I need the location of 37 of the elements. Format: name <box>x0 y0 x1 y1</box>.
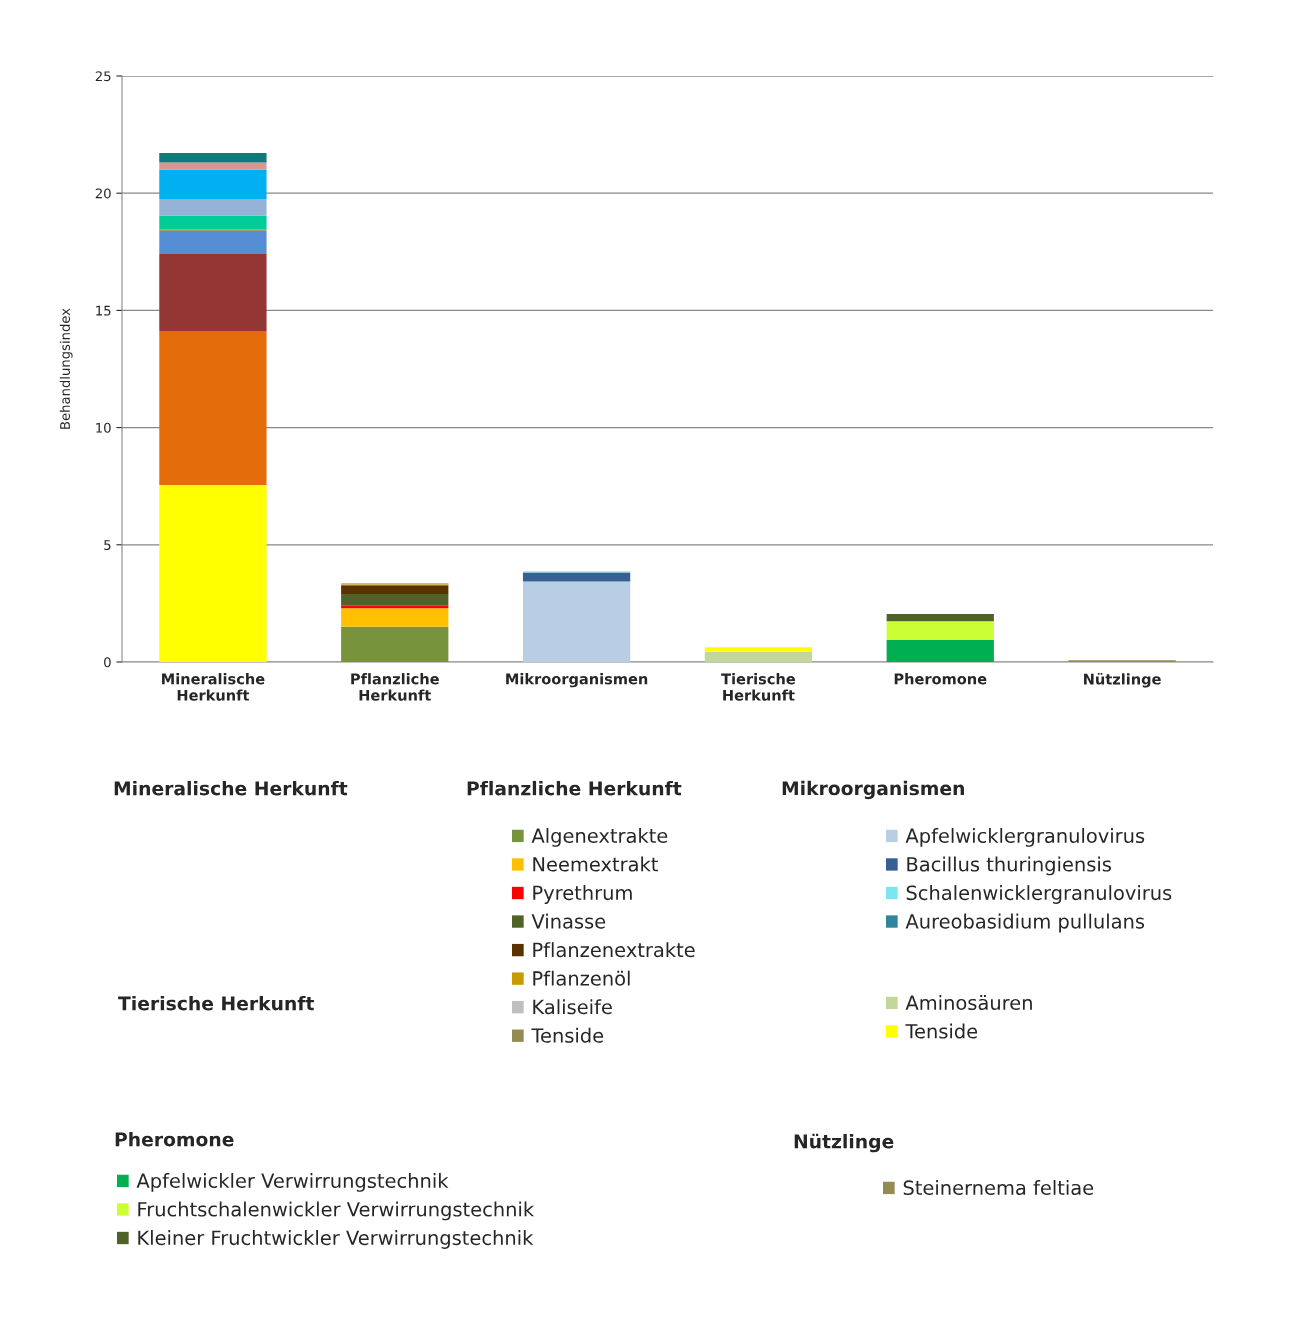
x-tick-label: Mineralische Herkunft <box>162 673 265 701</box>
legend-label: Kleiner Fruchtwickler Verwirrungstechnik <box>138 1230 534 1249</box>
text: Nützlinge <box>794 1133 894 1153</box>
text: Tierische Herkunft <box>118 995 314 1011</box>
x-tick-label: Nützlinge <box>1084 673 1161 688</box>
text: Mineralische Herkunft <box>114 780 348 796</box>
y-tick-label: 10 <box>96 422 111 433</box>
legend-label: Algenextrakte <box>531 828 668 847</box>
y-axis-title: Behandlungsindex <box>59 308 73 429</box>
x-tick-label: Pheromone <box>894 673 987 685</box>
x-tick-label: Pflanzliche Herkunft <box>351 673 439 701</box>
text: Pheromone <box>115 1131 234 1147</box>
legend-label: Apfelwicklergranulovirus <box>905 828 1145 847</box>
legend-label: Vinasse <box>531 913 606 929</box>
legend-label: Aminosäuren <box>905 995 1032 1011</box>
x-tick-label: Tierische Herkunft <box>721 673 796 701</box>
legend-label: Apfelwickler Verwirrungstechnik <box>136 1173 449 1192</box>
legend-label: Bacillus thuringiensis <box>907 856 1111 876</box>
legend-label: Kaliseife <box>533 999 612 1015</box>
legend-label: Pyrethrum <box>533 885 632 904</box>
text: Pflanzliche Herkunft <box>467 780 682 796</box>
text: Mikroorganismen <box>782 780 964 800</box>
y-tick-label: 20 <box>95 188 111 199</box>
legend-label: Pflanzenöl <box>533 970 630 986</box>
legend-label: Tenside <box>531 1027 604 1043</box>
legend-label: Neemextrakt <box>533 856 658 872</box>
y-tick-label: 5 <box>104 540 111 550</box>
legend-label: Pflanzenextrakte <box>533 942 695 958</box>
x-tick-label: Mikroorganismen <box>506 673 648 688</box>
y-tick-label: 0 <box>104 657 111 668</box>
legend-label: Schalenwicklergranulovirus <box>906 885 1172 904</box>
legend-label: Fruchtschalenwickler Verwirrungstechnik <box>138 1201 535 1221</box>
legend-label: Aureobasidium pullulans <box>905 913 1145 933</box>
y-tick-label: 25 <box>95 71 111 82</box>
y-tick-label: 15 <box>96 305 111 316</box>
legend-label: Steinernema feltiae <box>903 1180 1094 1196</box>
legend-label: Tenside <box>905 1023 978 1039</box>
